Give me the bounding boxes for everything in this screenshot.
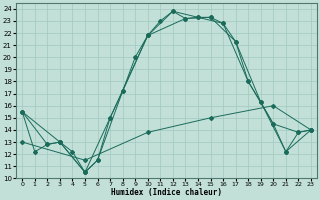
X-axis label: Humidex (Indice chaleur): Humidex (Indice chaleur) (111, 188, 222, 197)
